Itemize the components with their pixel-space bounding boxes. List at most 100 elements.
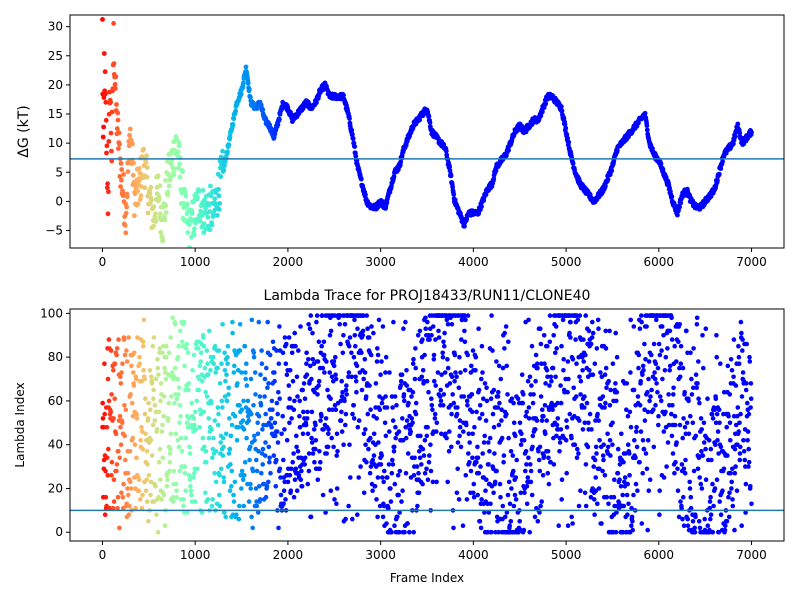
lambda-point (225, 354, 230, 360)
delta-g-point (207, 227, 213, 233)
lambda-point (689, 376, 694, 382)
lambda-point (304, 372, 310, 378)
lambda-point (379, 453, 385, 458)
lambda-point (687, 479, 692, 485)
lambda-point (614, 389, 620, 395)
lambda-point (139, 505, 145, 511)
lambda-point (343, 411, 349, 417)
lambda-point (470, 431, 476, 437)
lambda-point (395, 514, 400, 520)
lambda-point (316, 378, 322, 384)
lambda-point (308, 363, 313, 369)
delta-g-y-axis-label: ΔG (kT) (16, 105, 32, 157)
lambda-point (464, 497, 470, 502)
lambda-point (284, 438, 290, 443)
lambda-point (413, 365, 419, 371)
lambda-point (279, 431, 284, 437)
lambda-point (237, 322, 243, 327)
lambda-point (131, 370, 136, 375)
lambda-point (688, 350, 693, 356)
lambda-point (125, 470, 131, 476)
lambda-point (524, 409, 529, 415)
lambda-point (506, 479, 512, 485)
lambda-point (488, 396, 494, 402)
lambda-point (166, 400, 171, 406)
lambda-point (106, 398, 112, 404)
delta-g-point (720, 159, 725, 164)
lambda-point (306, 322, 311, 327)
lambda-point (573, 394, 579, 399)
lambda-point (721, 466, 727, 472)
lambda-point (386, 462, 392, 467)
lambda-point (144, 449, 150, 454)
lambda-point (649, 387, 654, 393)
lambda-point (672, 343, 677, 349)
lambda-point (305, 431, 311, 437)
lambda-point (181, 497, 186, 502)
lambda-point (588, 494, 594, 500)
lambda-point (259, 348, 264, 353)
lambda-point (102, 361, 107, 367)
lambda-point (288, 488, 294, 494)
lambda-point (118, 424, 123, 430)
lambda-point (187, 451, 193, 456)
lambda-point (376, 317, 382, 323)
lambda-point (432, 378, 437, 384)
lambda-point (341, 333, 346, 338)
delta-g-point (715, 178, 720, 183)
lambda-point (225, 343, 231, 349)
lambda-point (467, 459, 472, 465)
delta-g-point (153, 211, 158, 217)
lambda-point (141, 343, 146, 349)
lambda-point (266, 381, 271, 386)
lambda-point (454, 490, 460, 496)
lambda-point (219, 361, 224, 367)
lambda-point (308, 514, 314, 520)
lambda-point (319, 413, 324, 419)
lambda-point (235, 381, 240, 386)
lambda-point (133, 376, 139, 382)
lambda-point (309, 435, 314, 441)
lambda-point (255, 510, 261, 515)
lambda-point (234, 512, 239, 517)
lambda-point (109, 392, 114, 397)
delta-g-point (658, 161, 664, 167)
lambda-point (278, 492, 284, 498)
lambda-point (185, 510, 190, 515)
lambda-point (695, 381, 700, 386)
lambda-point (143, 431, 148, 437)
lambda-point (374, 497, 379, 502)
lambda-point (715, 429, 721, 434)
delta-g-point (144, 153, 150, 159)
delta-g-point (238, 91, 244, 97)
lambda-point (404, 383, 410, 388)
lambda-point (425, 477, 431, 483)
lambda-point (122, 352, 128, 358)
y-tick-label: 25 (48, 49, 63, 63)
lambda-point (621, 459, 626, 465)
lambda-point (141, 368, 146, 373)
lambda-point (306, 357, 311, 362)
lambda-point (520, 400, 526, 406)
lambda-point (172, 400, 177, 406)
lambda-point (747, 359, 753, 364)
lambda-point (417, 449, 422, 454)
lambda-point (370, 488, 375, 494)
lambda-point (324, 451, 330, 456)
lambda-point (415, 333, 421, 338)
lambda-point (280, 413, 286, 419)
lambda-point (497, 400, 502, 406)
lambda-point (527, 529, 532, 535)
lambda-point (496, 422, 502, 428)
lambda-point (688, 413, 693, 419)
lambda-point (140, 492, 145, 498)
lambda-point (318, 459, 323, 465)
lambda-point (746, 464, 751, 469)
lambda-point (149, 453, 155, 458)
delta-g-point (230, 122, 236, 127)
lambda-point (627, 451, 632, 456)
delta-g-point (118, 161, 124, 166)
delta-g-point (105, 211, 111, 217)
lambda-point (162, 365, 167, 371)
lambda-point (163, 376, 169, 382)
